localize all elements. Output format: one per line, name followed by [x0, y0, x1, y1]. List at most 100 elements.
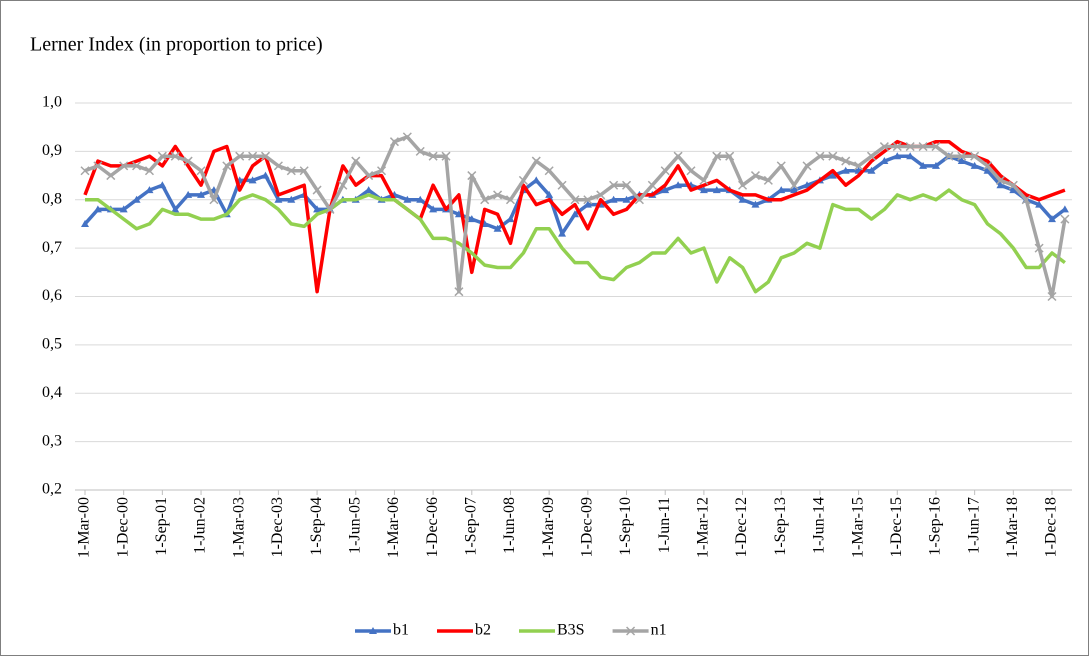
- data-point: [505, 195, 516, 205]
- data-point: [866, 151, 877, 161]
- data-point: [364, 171, 374, 181]
- data-point: [1060, 205, 1069, 213]
- legend-label: n1: [651, 622, 667, 639]
- data-point: [880, 157, 889, 165]
- data-point: [802, 161, 812, 171]
- data-point: [660, 166, 670, 176]
- legend-label: B3S: [557, 622, 585, 639]
- data-point: [892, 142, 902, 152]
- data-point: [170, 151, 180, 161]
- chart-title: Lerner Index (in proportion to price): [30, 34, 323, 56]
- data-point: [1035, 200, 1044, 208]
- data-point: [712, 151, 722, 161]
- x-tick-label: 1-Sep-01: [153, 497, 170, 556]
- data-point: [944, 151, 954, 161]
- data-point: [983, 166, 992, 174]
- data-point: [763, 175, 773, 185]
- x-tick-label: 1-Dec-12: [733, 497, 750, 557]
- data-point: [699, 186, 708, 194]
- x-tick-label: 1-Dec-15: [888, 497, 905, 557]
- data-point: [970, 161, 979, 169]
- data-point: [235, 151, 245, 161]
- x-tick-label: 1-Jun-11: [656, 497, 673, 553]
- data-point: [983, 161, 993, 171]
- data-point: [1060, 214, 1070, 224]
- data-point: [209, 195, 219, 205]
- data-point: [919, 161, 928, 169]
- data-point: [738, 195, 747, 203]
- y-tick-label: 0,8: [42, 190, 62, 207]
- data-point: [777, 186, 786, 194]
- data-point: [248, 176, 257, 184]
- legend-marker: [626, 626, 636, 636]
- x-tick-label: 1-Jun-08: [501, 497, 518, 554]
- data-point: [325, 204, 335, 214]
- x-tick-label: 1-Jun-17: [965, 497, 982, 554]
- data-point: [467, 171, 477, 181]
- data-point: [828, 151, 838, 161]
- data-point: [790, 186, 799, 194]
- y-tick-label: 0,6: [42, 287, 62, 304]
- data-point: [621, 180, 632, 190]
- data-point: [583, 195, 593, 205]
- x-tick-label: 1-Jun-02: [192, 497, 209, 554]
- y-tick-label: 0,5: [42, 336, 62, 353]
- x-tick-label: 1-Sep-04: [308, 497, 325, 556]
- data-point: [428, 151, 438, 161]
- series-line: [85, 188, 1066, 294]
- x-tick-label: 1-Mar-18: [1004, 497, 1021, 558]
- data-point: [995, 175, 1005, 185]
- data-point: [299, 166, 309, 176]
- y-tick-label: 0,2: [42, 481, 62, 498]
- data-point: [312, 185, 322, 195]
- data-point: [364, 186, 373, 194]
- data-point: [274, 195, 283, 203]
- data-point: [313, 205, 322, 213]
- data-point: [184, 190, 193, 198]
- x-tick-label: 1-Dec-09: [579, 497, 596, 557]
- data-point: [531, 156, 541, 166]
- data-point: [222, 161, 232, 171]
- data-point: [402, 132, 412, 142]
- data-point: [157, 151, 167, 161]
- data-point: [197, 190, 206, 198]
- x-tick-label: 1-Sep-16: [927, 497, 944, 556]
- data-point: [647, 180, 657, 190]
- x-tick-label: 1-Mar-15: [849, 497, 866, 558]
- data-point: [1008, 180, 1018, 190]
- data-point: [609, 195, 618, 203]
- data-point: [261, 171, 270, 179]
- data-point: [712, 186, 721, 194]
- data-point: [673, 151, 683, 161]
- data-point: [570, 195, 580, 205]
- x-tick-label: 1-Mar-12: [695, 497, 712, 558]
- data-point: [570, 210, 579, 218]
- data-point: [970, 151, 980, 161]
- data-point: [699, 175, 709, 185]
- data-point: [183, 156, 193, 166]
- data-point: [545, 190, 554, 198]
- data-point: [1034, 243, 1044, 253]
- data-point: [441, 151, 451, 161]
- data-point: [893, 152, 902, 160]
- x-tick-label: 1-Dec-03: [269, 497, 286, 557]
- data-point: [518, 175, 528, 185]
- x-tick-label: 1-Mar-00: [76, 497, 93, 558]
- data-point: [867, 166, 876, 174]
- data-point: [144, 166, 154, 176]
- data-point: [196, 166, 206, 176]
- data-point: [1048, 215, 1056, 223]
- x-tick-label: 1-Mar-03: [230, 497, 247, 558]
- x-tick-label: 1-Mar-09: [540, 497, 557, 558]
- data-point: [145, 186, 154, 194]
- data-point: [132, 161, 142, 171]
- data-point: [248, 151, 258, 161]
- data-point: [415, 146, 425, 156]
- data-point: [661, 186, 670, 194]
- data-point: [1047, 291, 1057, 302]
- data-point: [996, 181, 1005, 189]
- data-point: [532, 176, 541, 184]
- data-point: [132, 195, 141, 203]
